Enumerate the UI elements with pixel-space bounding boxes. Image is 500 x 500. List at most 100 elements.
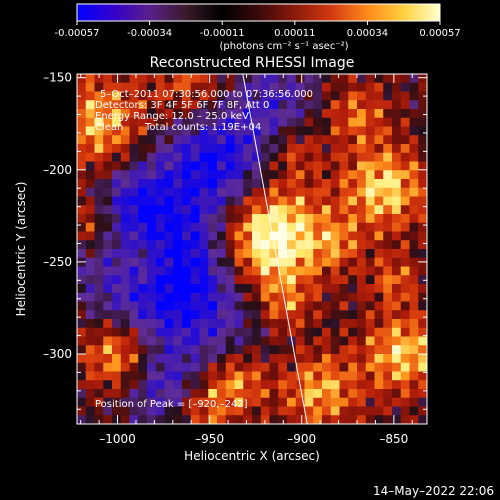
heatmap-cell	[365, 292, 376, 303]
heatmap-cell	[295, 319, 306, 329]
annotation-peak: Position of Peak = [–920,–242]	[95, 399, 248, 410]
heatmap-cell	[138, 345, 148, 355]
heatmap-cell	[339, 152, 349, 163]
heatmap-cell	[304, 362, 314, 373]
heatmap-cell	[120, 100, 131, 110]
heatmap-cell	[252, 109, 262, 119]
heatmap-cell	[348, 74, 358, 84]
heatmap-cell	[374, 319, 384, 329]
heatmap-cell	[348, 205, 358, 215]
heatmap-cell	[225, 389, 236, 399]
heatmap-cell	[392, 336, 402, 346]
heatmap-cell	[85, 152, 96, 163]
heatmap-cell	[190, 371, 201, 381]
heatmap-cell	[234, 161, 244, 171]
heatmap-cell	[155, 284, 166, 294]
heatmap-cell	[138, 362, 148, 373]
annotation-method: Clean	[95, 122, 123, 133]
heatmap-cell	[409, 135, 419, 145]
heatmap-cell	[365, 371, 376, 381]
heatmap-cell	[138, 275, 148, 285]
colorbar-tick-label: 0.00034	[347, 28, 388, 39]
heatmap-cell	[339, 109, 349, 119]
heatmap-cell	[190, 389, 201, 399]
heatmap-cell	[374, 275, 384, 285]
heatmap-cell	[269, 327, 279, 338]
heatmap-cell	[365, 74, 376, 84]
heatmap-cell	[164, 327, 174, 338]
heatmap-cell	[147, 380, 157, 390]
heatmap-cell	[400, 144, 411, 154]
heatmap-cell	[348, 179, 358, 189]
heatmap-cell	[225, 415, 236, 424]
heatmap-cell	[147, 170, 157, 180]
heatmap-cell	[217, 371, 227, 381]
heatmap-cell	[374, 310, 384, 320]
heatmap-cell	[418, 126, 427, 136]
heatmap-cell	[120, 354, 131, 364]
heatmap-cell	[199, 222, 209, 233]
heatmap-cell	[260, 135, 271, 145]
heatmap-cell	[357, 117, 367, 128]
heatmap-cell	[182, 319, 192, 329]
heatmap-cell	[217, 179, 227, 189]
heatmap-cell	[129, 406, 139, 416]
heatmap-cell	[348, 144, 358, 154]
heatmap-cell	[418, 161, 427, 171]
heatmap-cell	[374, 284, 384, 294]
heatmap-cell	[392, 266, 402, 276]
heatmap-cell	[269, 406, 279, 416]
heatmap-cell	[94, 126, 104, 136]
heatmap-cell	[339, 319, 349, 329]
heatmap-cell	[208, 257, 218, 268]
heatmap-cell	[295, 354, 306, 364]
heatmap-cell	[330, 126, 341, 136]
heatmap-cell	[295, 249, 306, 259]
heatmap-cell	[322, 100, 332, 110]
heatmap-cell	[400, 91, 411, 101]
heatmap-cell	[199, 126, 209, 136]
heatmap-cell	[313, 389, 323, 399]
heatmap-cell	[120, 196, 131, 206]
heatmap-cell	[173, 389, 183, 399]
heatmap-cell	[383, 196, 393, 206]
heatmap-cell	[77, 319, 87, 329]
heatmap-cell	[190, 397, 201, 408]
heatmap-cell	[339, 327, 349, 338]
heatmap-cell	[409, 196, 419, 206]
heatmap-cell	[208, 222, 218, 233]
heatmap-cell	[252, 91, 262, 101]
heatmap-cell	[313, 284, 323, 294]
annotation-time-range: 5–Oct–2011 07:30:56.000 to 07:36:56.000	[100, 89, 313, 100]
heatmap-cell	[129, 117, 139, 128]
heatmap-cell	[348, 231, 358, 241]
heatmap-cell	[77, 336, 87, 346]
heatmap-cell	[374, 371, 384, 381]
heatmap-cell	[313, 327, 323, 338]
heatmap-cell	[147, 205, 157, 215]
heatmap-cell	[112, 336, 122, 346]
heatmap-cell	[199, 214, 209, 224]
heatmap-cell	[383, 179, 393, 189]
heatmap-cell	[164, 266, 174, 276]
heatmap-cell	[260, 327, 271, 338]
heatmap-cell	[112, 327, 122, 338]
heatmap-cell	[348, 187, 358, 198]
heatmap-cell	[112, 371, 122, 381]
heatmap-cell	[173, 161, 183, 171]
heatmap-cell	[129, 161, 139, 171]
heatmap-cell	[103, 126, 113, 136]
heatmap-cell	[103, 135, 113, 145]
heatmap-cell	[243, 152, 253, 163]
heatmap-cell	[269, 336, 279, 346]
heatmap-cell	[392, 327, 402, 338]
heatmap-cell	[313, 336, 323, 346]
heatmap-cell	[199, 187, 209, 198]
heatmap-cell	[348, 196, 358, 206]
heatmap-cell	[330, 415, 341, 424]
heatmap-cell	[252, 371, 262, 381]
heatmap-cell	[147, 301, 157, 311]
heatmap-cell	[269, 179, 279, 189]
heatmap-cell	[392, 187, 402, 198]
heatmap-cell	[243, 415, 253, 424]
